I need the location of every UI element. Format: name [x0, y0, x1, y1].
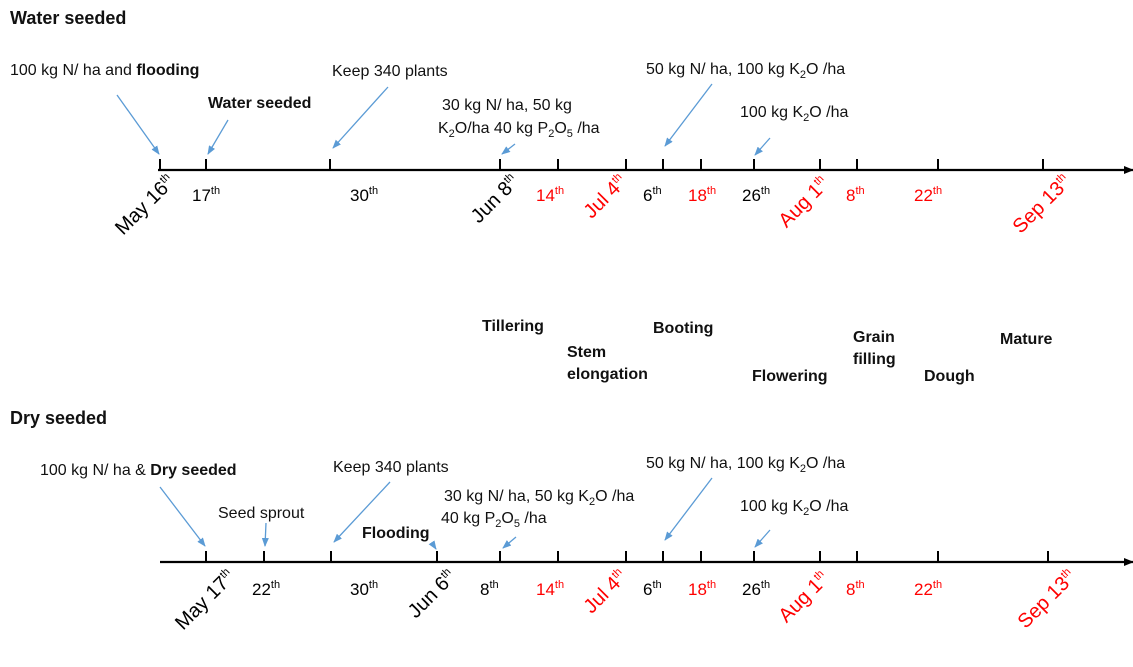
day-label: 30th	[350, 185, 378, 205]
stage-grain-line1: Grain	[853, 329, 895, 346]
day-label-red: 22th	[914, 185, 942, 205]
arrow	[159, 486, 206, 547]
month-label: May 17th	[171, 566, 239, 634]
arrow	[116, 94, 160, 155]
water-arrows	[116, 83, 771, 156]
month-label: Jun 6th	[404, 566, 461, 623]
annotation-flooding: Flooding	[362, 525, 430, 542]
arrow	[261, 522, 269, 547]
month-label-red: Sep 13th	[1009, 171, 1076, 238]
annotation-keep-plants: Keep 340 plants	[333, 459, 449, 476]
arrow	[664, 83, 713, 147]
annotation-n-dry-seeded: 100 kg N/ ha & Dry seeded	[40, 462, 237, 479]
day-label: 22th	[252, 579, 280, 599]
month-label-red: Aug 1th	[775, 173, 834, 232]
annotation-water-seeded: Water seeded	[208, 95, 311, 112]
day-label-red: 22th	[914, 579, 942, 599]
day-label: 8th	[480, 579, 499, 599]
stage-tillering: Tillering	[482, 318, 544, 335]
day-label: 6th	[643, 579, 662, 599]
day-label-red: 18th	[688, 579, 716, 599]
annotation-n-k-line1: 30 kg N/ ha, 50 kg	[442, 97, 572, 114]
day-label-red: 8th	[846, 579, 865, 599]
month-label-red: Sep 13th	[1014, 566, 1081, 633]
stage-mature: Mature	[1000, 331, 1053, 348]
annotation-n-k-line2: 40 kg P2O5 /ha	[441, 510, 547, 530]
stage-flowering: Flowering	[752, 368, 828, 385]
annotation-k-jul26: 100 kg K2O /ha	[740, 104, 849, 124]
day-label: 26th	[742, 185, 770, 205]
arrow	[502, 536, 517, 549]
month-label-red: Jul 4th	[580, 171, 632, 223]
annotation-n-k-line1: 30 kg N/ ha, 50 kg K2O /ha	[444, 488, 634, 508]
annotation-n-k-line2: K2O/ha 40 kg P2O5 /ha	[438, 120, 600, 140]
arrow	[754, 529, 771, 548]
annotation-k-jul26: 100 kg K2O /ha	[740, 498, 849, 518]
day-label-red: 8th	[846, 185, 865, 205]
arrow	[207, 119, 229, 155]
stage-stem-line1: Stem	[567, 344, 606, 361]
arrow	[333, 481, 391, 543]
dry-arrows	[159, 477, 771, 550]
arrow	[501, 143, 516, 155]
day-label-red: 14th	[536, 185, 564, 205]
day-label-red: 14th	[536, 579, 564, 599]
month-label: Jun 8th	[467, 171, 524, 228]
annotation-keep-plants: Keep 340 plants	[332, 63, 448, 80]
month-label: May 16th	[111, 171, 179, 239]
dry-seeded-title: Dry seeded	[10, 408, 107, 428]
water-ticks	[159, 159, 1044, 170]
dry-ticks	[205, 551, 1049, 562]
day-label: 6th	[643, 185, 662, 205]
annotation-n-flooding: 100 kg N/ ha and flooding	[10, 62, 199, 79]
day-label: 17th	[192, 185, 220, 205]
day-label-red: 18th	[688, 185, 716, 205]
day-label: 30th	[350, 579, 378, 599]
arrow	[754, 137, 771, 156]
annotation-seed-sprout: Seed sprout	[218, 505, 305, 522]
stage-booting: Booting	[653, 320, 713, 337]
annotation-n-k-jul: 50 kg N/ ha, 100 kg K2O /ha	[646, 455, 845, 475]
water-seeded-title: Water seeded	[10, 8, 126, 28]
growth-stages: Tillering Stem elongation Booting Flower…	[482, 318, 1053, 385]
month-label-red: Aug 1th	[775, 568, 834, 627]
arrow	[428, 540, 437, 550]
annotation-n-k-jul: 50 kg N/ ha, 100 kg K2O /ha	[646, 61, 845, 81]
day-label: 26th	[742, 579, 770, 599]
stage-grain-line2: filling	[853, 351, 896, 368]
stage-stem-line2: elongation	[567, 366, 648, 383]
arrow	[664, 477, 713, 541]
stage-dough: Dough	[924, 368, 975, 385]
month-label-red: Jul 4th	[580, 566, 632, 618]
arrow	[332, 86, 389, 149]
